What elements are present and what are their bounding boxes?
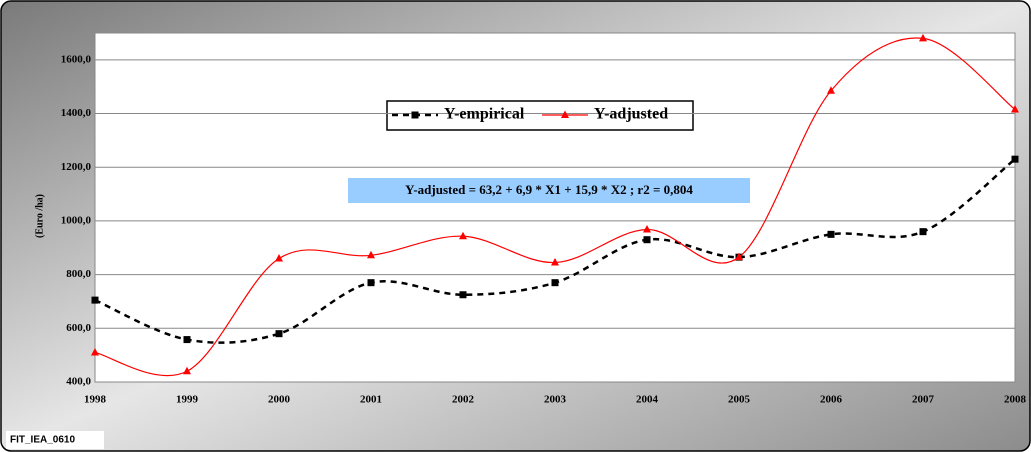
point <box>827 230 835 238</box>
point <box>367 250 375 259</box>
point <box>561 110 569 118</box>
y-tick-label: 400,0 <box>66 376 91 388</box>
point <box>551 279 559 287</box>
point <box>275 330 283 338</box>
x-tick-label: 1999 <box>176 394 199 406</box>
point <box>275 254 283 262</box>
point <box>91 347 99 356</box>
x-tick-label: 2008 <box>1004 394 1027 406</box>
point <box>459 231 467 240</box>
point <box>1011 105 1019 113</box>
footer-box <box>6 431 104 449</box>
x-tick-label: 2004 <box>636 394 659 406</box>
point <box>919 228 927 236</box>
y-tick-label: 1000,0 <box>61 214 92 226</box>
point <box>551 258 559 266</box>
y-tick-label: 800,0 <box>66 268 91 280</box>
y-tick-label: 1200,0 <box>61 161 92 173</box>
point <box>183 336 191 344</box>
series-line <box>94 37 1016 377</box>
y-tick-label: 1400,0 <box>61 107 92 119</box>
y-tick-label: 1600,0 <box>61 53 92 65</box>
x-tick-label: 2002 <box>452 394 475 406</box>
point <box>735 252 743 261</box>
point <box>411 111 419 119</box>
y-axis-label: (Euro /ha) <box>34 194 45 238</box>
equation: Y-adjusted = 63,2 + 6,9 * X1 + 15,9 * X2… <box>405 182 693 197</box>
x-tick-label: 2005 <box>728 394 751 406</box>
x-tick-label: 2006 <box>820 394 843 406</box>
x-tick-label: 1998 <box>84 394 107 406</box>
x-tick-label: 2000 <box>268 394 291 406</box>
y-tick-label: 600,0 <box>66 322 91 334</box>
point <box>643 236 651 244</box>
legend-label: Y-adjusted <box>594 106 668 123</box>
plot-area <box>94 32 1016 383</box>
point <box>919 33 927 42</box>
point <box>459 291 467 299</box>
x-tick-label: 2003 <box>544 394 567 406</box>
equation-box <box>348 178 750 203</box>
point <box>1011 155 1019 163</box>
x-tick-label: 2007 <box>912 394 935 406</box>
x-tick-label: 2001 <box>360 394 382 406</box>
footer: FIT_IEA_0610 <box>10 435 75 446</box>
point <box>183 366 191 375</box>
point <box>827 86 835 94</box>
legend-label: Y-empirical <box>444 106 525 123</box>
point <box>643 225 651 233</box>
point <box>367 279 375 287</box>
point <box>91 296 99 304</box>
